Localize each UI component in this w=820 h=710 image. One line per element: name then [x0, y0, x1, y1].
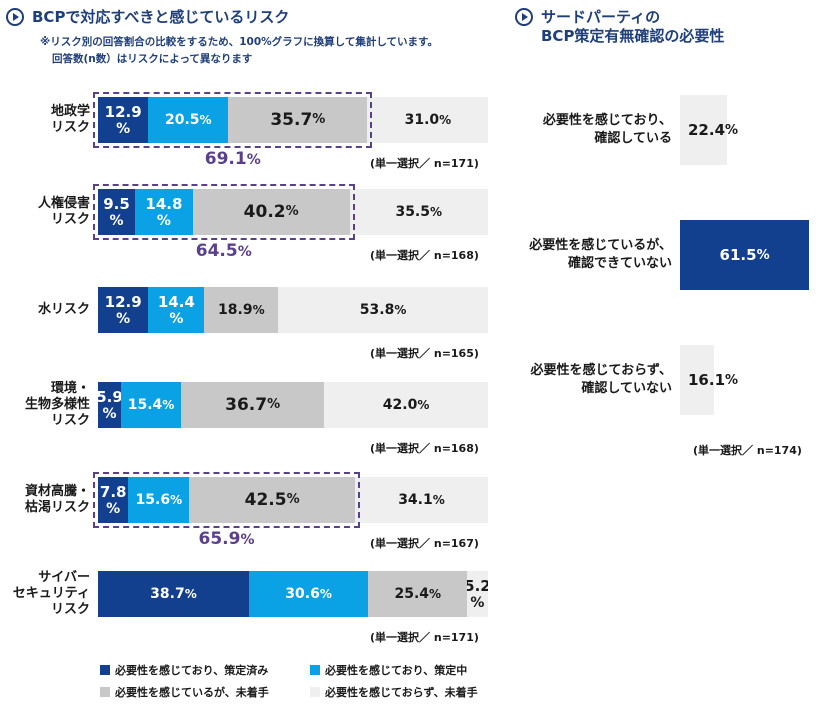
highlight-total-label: 69.1% — [204, 149, 261, 169]
bar-segment: 40.2% — [192, 189, 350, 235]
bar-segment: 53.8% — [278, 287, 488, 333]
legend-item: 必要性を感じており、策定中 — [310, 662, 500, 678]
right-chart-title-line2: BCP策定有無確認の必要性 — [541, 27, 725, 45]
bar-segment: 12.9% — [98, 287, 149, 333]
bar-segment: 18.9% — [204, 287, 279, 333]
bar-n-note: (単一選択／ n=168) — [370, 249, 479, 262]
bar-segment: 15.4% — [121, 382, 182, 428]
highlight-dashed-box — [93, 184, 355, 240]
legend-swatch — [100, 665, 110, 675]
bar-segment: 35.7% — [228, 97, 368, 143]
bar-n-note: (単一選択／ n=168) — [370, 442, 479, 455]
bar-segment: 15.6% — [128, 477, 190, 523]
left-chart-note-1: ※リスク別の回答割合の比較をするため、100%グラフに換算して集計しています。 — [40, 36, 438, 48]
legend-item: 必要性を感じているが、未着手 — [100, 684, 310, 700]
bar-segment: 20.5% — [148, 97, 229, 143]
bar: 16.1% — [680, 345, 738, 415]
bar-segment: 31.0% — [367, 97, 489, 143]
category-label: 水リスク — [37, 302, 90, 317]
category-label: サイバー セキュリティ リスク — [12, 570, 90, 617]
bar-segment: 14.8% — [135, 189, 193, 235]
right-chart-title-line1: サードパーティの — [541, 8, 661, 26]
right-chart-header: サードパーティの BCP策定有無確認の必要性 — [515, 8, 724, 46]
bar-segment: 34.1% — [354, 477, 488, 523]
chart-legend: 必要性を感じており、策定済み 必要性を感じており、策定中必要性を感じているが、未着… — [100, 662, 500, 700]
bar-segment: 9.5% — [98, 189, 136, 235]
left-chart-header: BCPで対応すべきと感じているリスク — [6, 8, 289, 26]
legend-swatch — [310, 665, 320, 675]
bar-segment: 38.7% — [98, 571, 249, 617]
right-chart-n-note: (単一選択／ n=174) — [693, 444, 802, 457]
legend-item: 必要性を感じておらず、未着手 — [310, 684, 500, 700]
highlight-total-label: 65.9% — [198, 529, 255, 549]
bar-segment: 42.0% — [324, 382, 488, 428]
stacked-bar: 5.9% 15.4% 36.7% 42.0% — [98, 382, 488, 428]
stacked-bar: 9.5% 14.8% 40.2% 35.5% — [98, 189, 488, 235]
bar-segment: 5.9% — [98, 382, 121, 428]
left-chart-note-2: 回答数(n数）はリスクによって異なります — [52, 53, 253, 65]
bar-segment: 14.4% — [148, 287, 205, 333]
bar-segment: 7.8% — [98, 477, 129, 523]
category-label: 必要性を感じておらず、 確認していない — [530, 363, 672, 396]
bar-segment: 36.7% — [181, 382, 325, 428]
bar: 61.5% — [680, 220, 810, 290]
bar: 22.4% — [680, 95, 738, 165]
left-chart-title: BCPで対応すべきと感じているリスク — [32, 8, 290, 26]
legend-label: 必要性を感じており、策定中 — [325, 664, 468, 677]
bar-segment: 5.2% — [467, 571, 488, 617]
bar-n-note: (単一選択／ n=165) — [370, 347, 479, 360]
stacked-bar: 7.8% 15.6% 42.5% 34.1% — [98, 477, 488, 523]
bar-segment: 30.6% — [248, 571, 369, 617]
bar-segment: 35.5% — [349, 189, 488, 235]
right-chart-title: サードパーティの BCP策定有無確認の必要性 — [533, 8, 724, 46]
bar-n-note: (単一選択／ n=167) — [370, 537, 479, 550]
highlight-total-label: 64.5% — [195, 241, 252, 261]
stacked-bar: 38.7% 30.6% 25.4% 5.2% — [98, 571, 488, 617]
category-label: 必要性を感じているが、 確認できていない — [529, 238, 672, 271]
legend-item: 必要性を感じており、策定済み — [100, 662, 310, 678]
bar-segment: 42.5% — [189, 477, 355, 523]
category-label: 環境・ 生物多様性 リスク — [24, 381, 90, 428]
legend-label: 必要性を感じているが、未着手 — [115, 686, 269, 699]
stacked-bar: 12.9% 20.5% 35.7% 31.0% — [98, 97, 489, 143]
play-circle-icon — [515, 8, 533, 26]
highlight-dashed-box — [93, 472, 360, 528]
category-label: 必要性を感じており、 確認している — [542, 113, 672, 146]
bar-segment: 25.4% — [368, 571, 468, 617]
play-circle-icon — [6, 8, 24, 26]
highlight-dashed-box — [93, 92, 373, 148]
bar-n-note: (単一選択／ n=171) — [370, 157, 479, 170]
legend-swatch — [100, 687, 110, 697]
category-label: 人権侵害 リスク — [37, 196, 90, 227]
legend-swatch — [310, 687, 320, 697]
bar-n-note: (単一選択／ n=171) — [370, 631, 479, 644]
legend-label: 必要性を感じており、策定済み — [115, 664, 269, 677]
stacked-bar: 12.9% 14.4% 18.9% 53.8% — [98, 287, 488, 333]
category-label: 地政学 リスク — [50, 104, 90, 135]
bar-segment: 12.9% — [98, 97, 149, 143]
category-label: 資材高騰・ 枯渇リスク — [24, 484, 90, 515]
legend-label: 必要性を感じておらず、未着手 — [325, 686, 478, 699]
